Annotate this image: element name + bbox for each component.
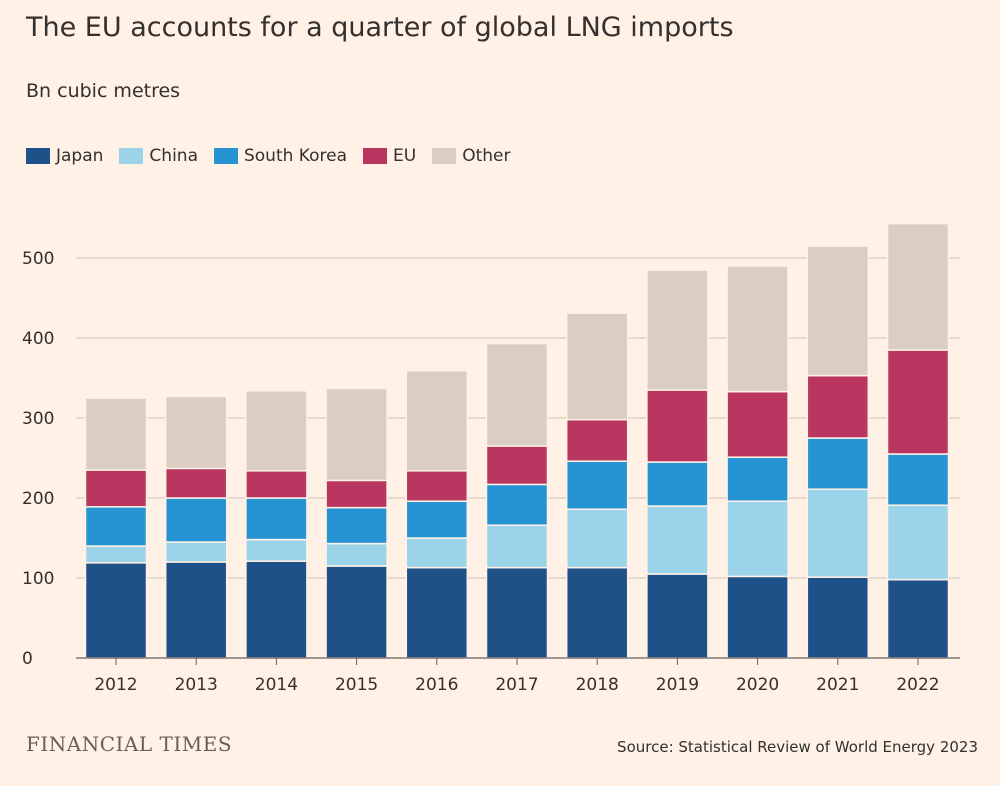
legend-label-eu: EU xyxy=(393,146,417,166)
bar-other-2015 xyxy=(325,387,388,482)
bar-other-2014 xyxy=(245,390,308,472)
legend-item-china: China xyxy=(119,146,198,166)
bar-japan-2019 xyxy=(646,573,709,659)
bar-china-2013 xyxy=(164,541,228,563)
x-tick-label-2015: 2015 xyxy=(335,675,378,695)
bar-other-2012 xyxy=(84,397,148,471)
bar-south-korea-2013 xyxy=(164,497,228,543)
chart-title: The EU accounts for a quarter of global … xyxy=(26,12,734,43)
ft-logo: FINANCIAL TIMES xyxy=(26,732,233,756)
bar-japan-2013 xyxy=(164,561,228,659)
y-tick-label-0: 0 xyxy=(22,649,33,669)
bar-south-korea-2017 xyxy=(485,483,549,526)
legend-label-japan: Japan xyxy=(56,146,104,166)
legend-swatch-eu xyxy=(363,148,387,164)
legend-label-south-korea: South Korea xyxy=(243,146,347,166)
bar-other-2013 xyxy=(164,395,228,470)
bar-eu-2013 xyxy=(164,467,228,499)
legend-swatch-south-korea xyxy=(213,148,238,164)
x-tick-label-2021: 2021 xyxy=(816,675,859,695)
bar-china-2016 xyxy=(405,537,469,569)
x-tick-label-2016: 2016 xyxy=(415,675,458,695)
legend-swatch-japan xyxy=(26,148,50,164)
bar-eu-2015 xyxy=(325,479,388,509)
bar-china-2015 xyxy=(325,542,388,567)
x-tick-label-2018: 2018 xyxy=(576,675,619,695)
bar-eu-2022 xyxy=(886,349,950,455)
chart-subtitle: Bn cubic metres xyxy=(26,80,181,102)
bar-south-korea-2015 xyxy=(325,506,388,545)
y-tick-label-300: 300 xyxy=(22,409,54,429)
bar-other-2021 xyxy=(806,245,870,377)
bar-other-2018 xyxy=(565,312,629,421)
legend: Japan China South Korea EU Other xyxy=(26,146,526,166)
bar-japan-2015 xyxy=(325,565,388,659)
bar-eu-2018 xyxy=(565,418,629,462)
y-tick-label-400: 400 xyxy=(22,329,54,349)
bar-japan-2018 xyxy=(565,566,629,659)
bar-japan-2014 xyxy=(245,560,308,659)
x-tick-label-2019: 2019 xyxy=(656,675,699,695)
bar-south-korea-2012 xyxy=(84,506,148,547)
bar-japan-2017 xyxy=(485,566,549,659)
bar-japan-2016 xyxy=(405,566,469,659)
bar-china-2014 xyxy=(245,538,308,562)
bar-south-korea-2016 xyxy=(405,500,469,539)
y-tick-label-100: 100 xyxy=(22,569,54,589)
y-tick-label-500: 500 xyxy=(22,249,54,269)
legend-item-eu: EU xyxy=(363,146,416,166)
bar-china-2018 xyxy=(565,508,629,569)
bar-china-2021 xyxy=(806,488,870,578)
bar-eu-2017 xyxy=(485,445,549,486)
legend-label-china: China xyxy=(149,146,198,166)
bar-china-2020 xyxy=(726,500,789,578)
bar-china-2022 xyxy=(886,504,950,581)
bar-china-2012 xyxy=(84,545,148,564)
bar-japan-2020 xyxy=(726,575,789,659)
legend-swatch-other xyxy=(432,148,457,164)
bar-other-2017 xyxy=(485,342,549,447)
bar-eu-2016 xyxy=(405,470,469,502)
bar-other-2016 xyxy=(405,370,469,472)
bar-eu-2019 xyxy=(646,389,709,463)
bar-eu-2020 xyxy=(726,390,789,458)
bar-south-korea-2018 xyxy=(565,460,629,510)
bar-japan-2022 xyxy=(886,578,950,659)
bar-south-korea-2020 xyxy=(726,456,789,502)
bar-china-2017 xyxy=(485,524,549,569)
bar-other-2019 xyxy=(646,269,709,391)
legend-label-other: Other xyxy=(462,146,511,166)
bar-south-korea-2021 xyxy=(806,437,870,490)
bar-eu-2012 xyxy=(84,469,148,508)
bar-japan-2012 xyxy=(84,562,148,659)
bar-south-korea-2014 xyxy=(245,497,308,541)
bar-china-2019 xyxy=(646,505,709,575)
legend-item-japan: Japan xyxy=(26,146,103,166)
bar-south-korea-2019 xyxy=(646,461,709,507)
bar-eu-2021 xyxy=(806,374,870,439)
x-tick-label-2020: 2020 xyxy=(736,675,779,695)
x-tick-label-2014: 2014 xyxy=(255,675,298,695)
bar-other-2020 xyxy=(726,265,789,393)
bar-other-2022 xyxy=(886,222,950,351)
x-tick-label-2013: 2013 xyxy=(175,675,218,695)
legend-item-other: Other xyxy=(432,146,510,166)
x-tick-label-2022: 2022 xyxy=(896,675,939,695)
y-tick-label-200: 200 xyxy=(22,489,54,509)
legend-swatch-china xyxy=(119,148,144,164)
legend-item-south-korea: South Korea xyxy=(213,146,347,166)
source-note: Source: Statistical Review of World Ener… xyxy=(617,738,978,756)
bar-south-korea-2022 xyxy=(886,453,950,506)
x-tick-label-2012: 2012 xyxy=(94,675,137,695)
x-tick-label-2017: 2017 xyxy=(495,675,538,695)
bar-eu-2014 xyxy=(245,470,308,499)
bar-japan-2021 xyxy=(806,576,870,659)
